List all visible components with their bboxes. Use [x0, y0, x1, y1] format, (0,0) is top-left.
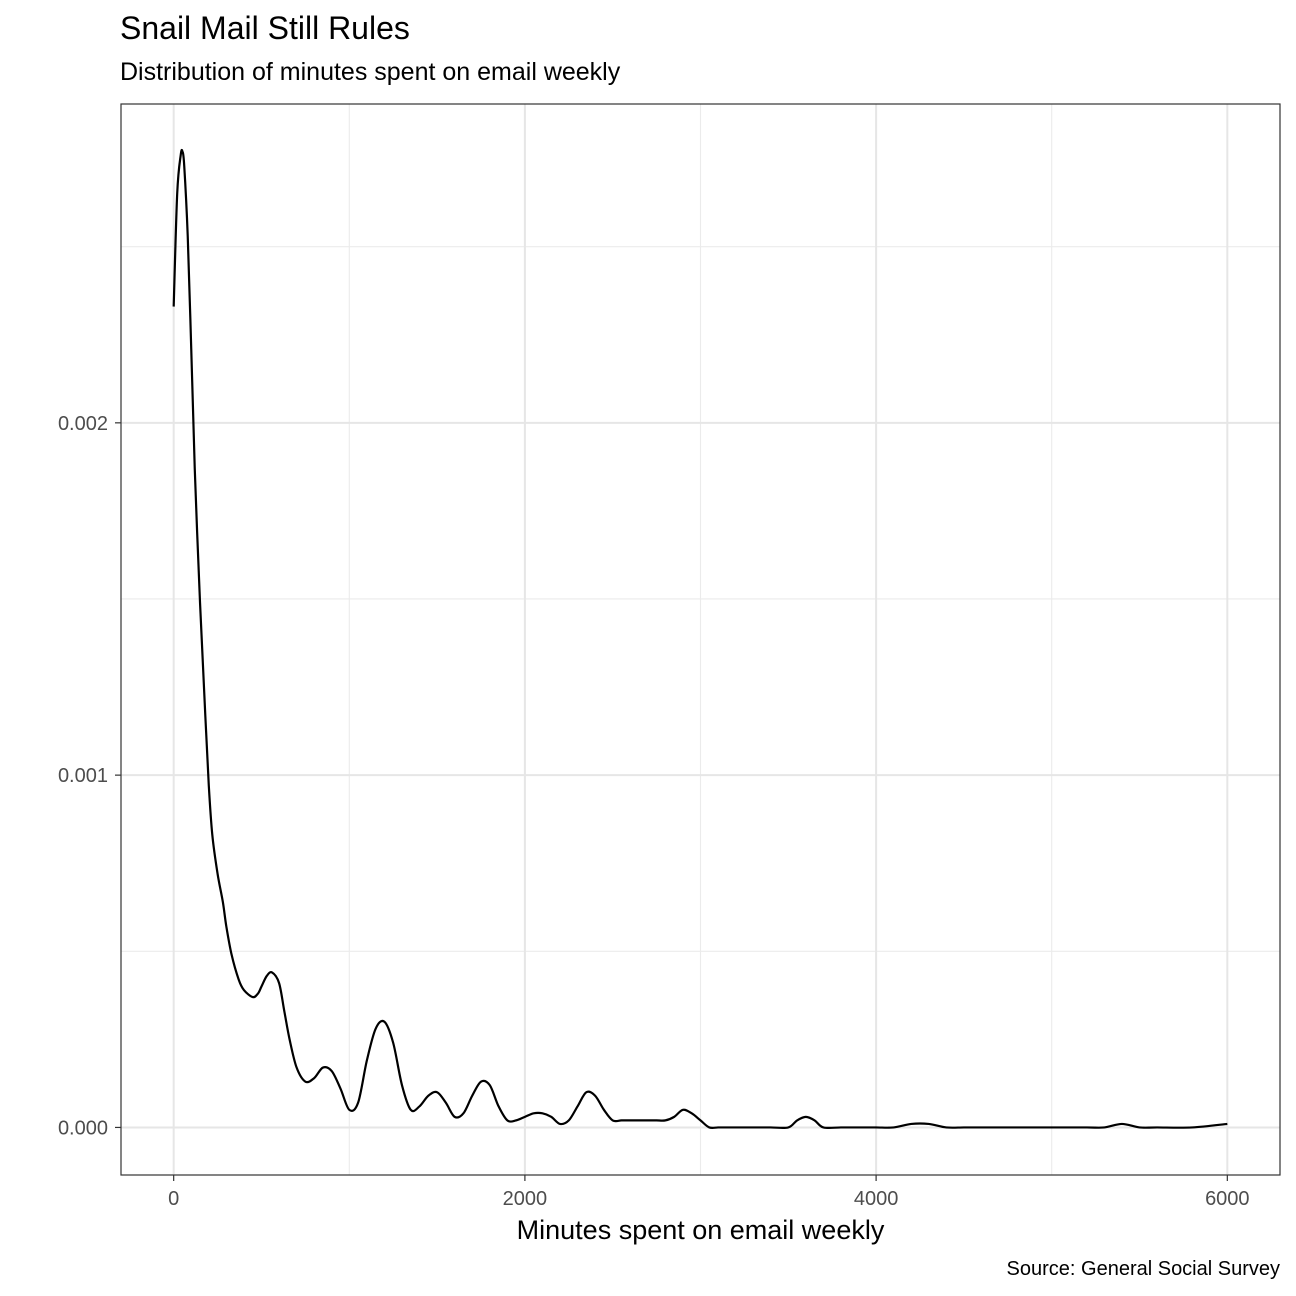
x-tick-label: 2000 [503, 1188, 548, 1210]
x-axis: 0 2000 4000 6000 [168, 1175, 1250, 1210]
x-tick-label: 6000 [1205, 1188, 1250, 1210]
grid [121, 104, 1280, 1175]
x-tick-label: 0 [168, 1188, 179, 1210]
density-line [172, 148, 1228, 1130]
y-tick-label: 0.000 [58, 1117, 108, 1139]
y-tick-label: 0.002 [58, 413, 108, 435]
x-axis-title: Minutes spent on email weekly [517, 1215, 885, 1245]
panel-border [120, 103, 1281, 1176]
chart-subtitle: Distribution of minutes spent on email w… [120, 58, 621, 86]
y-axis: 0.000 0.001 0.002 [58, 413, 121, 1139]
chart-caption: Source: General Social Survey [1006, 1258, 1280, 1280]
chart-title: Snail Mail Still Rules [120, 10, 410, 46]
y-tick-label: 0.001 [58, 765, 108, 787]
density-series [172, 148, 1228, 1130]
x-tick-label: 4000 [854, 1188, 899, 1210]
